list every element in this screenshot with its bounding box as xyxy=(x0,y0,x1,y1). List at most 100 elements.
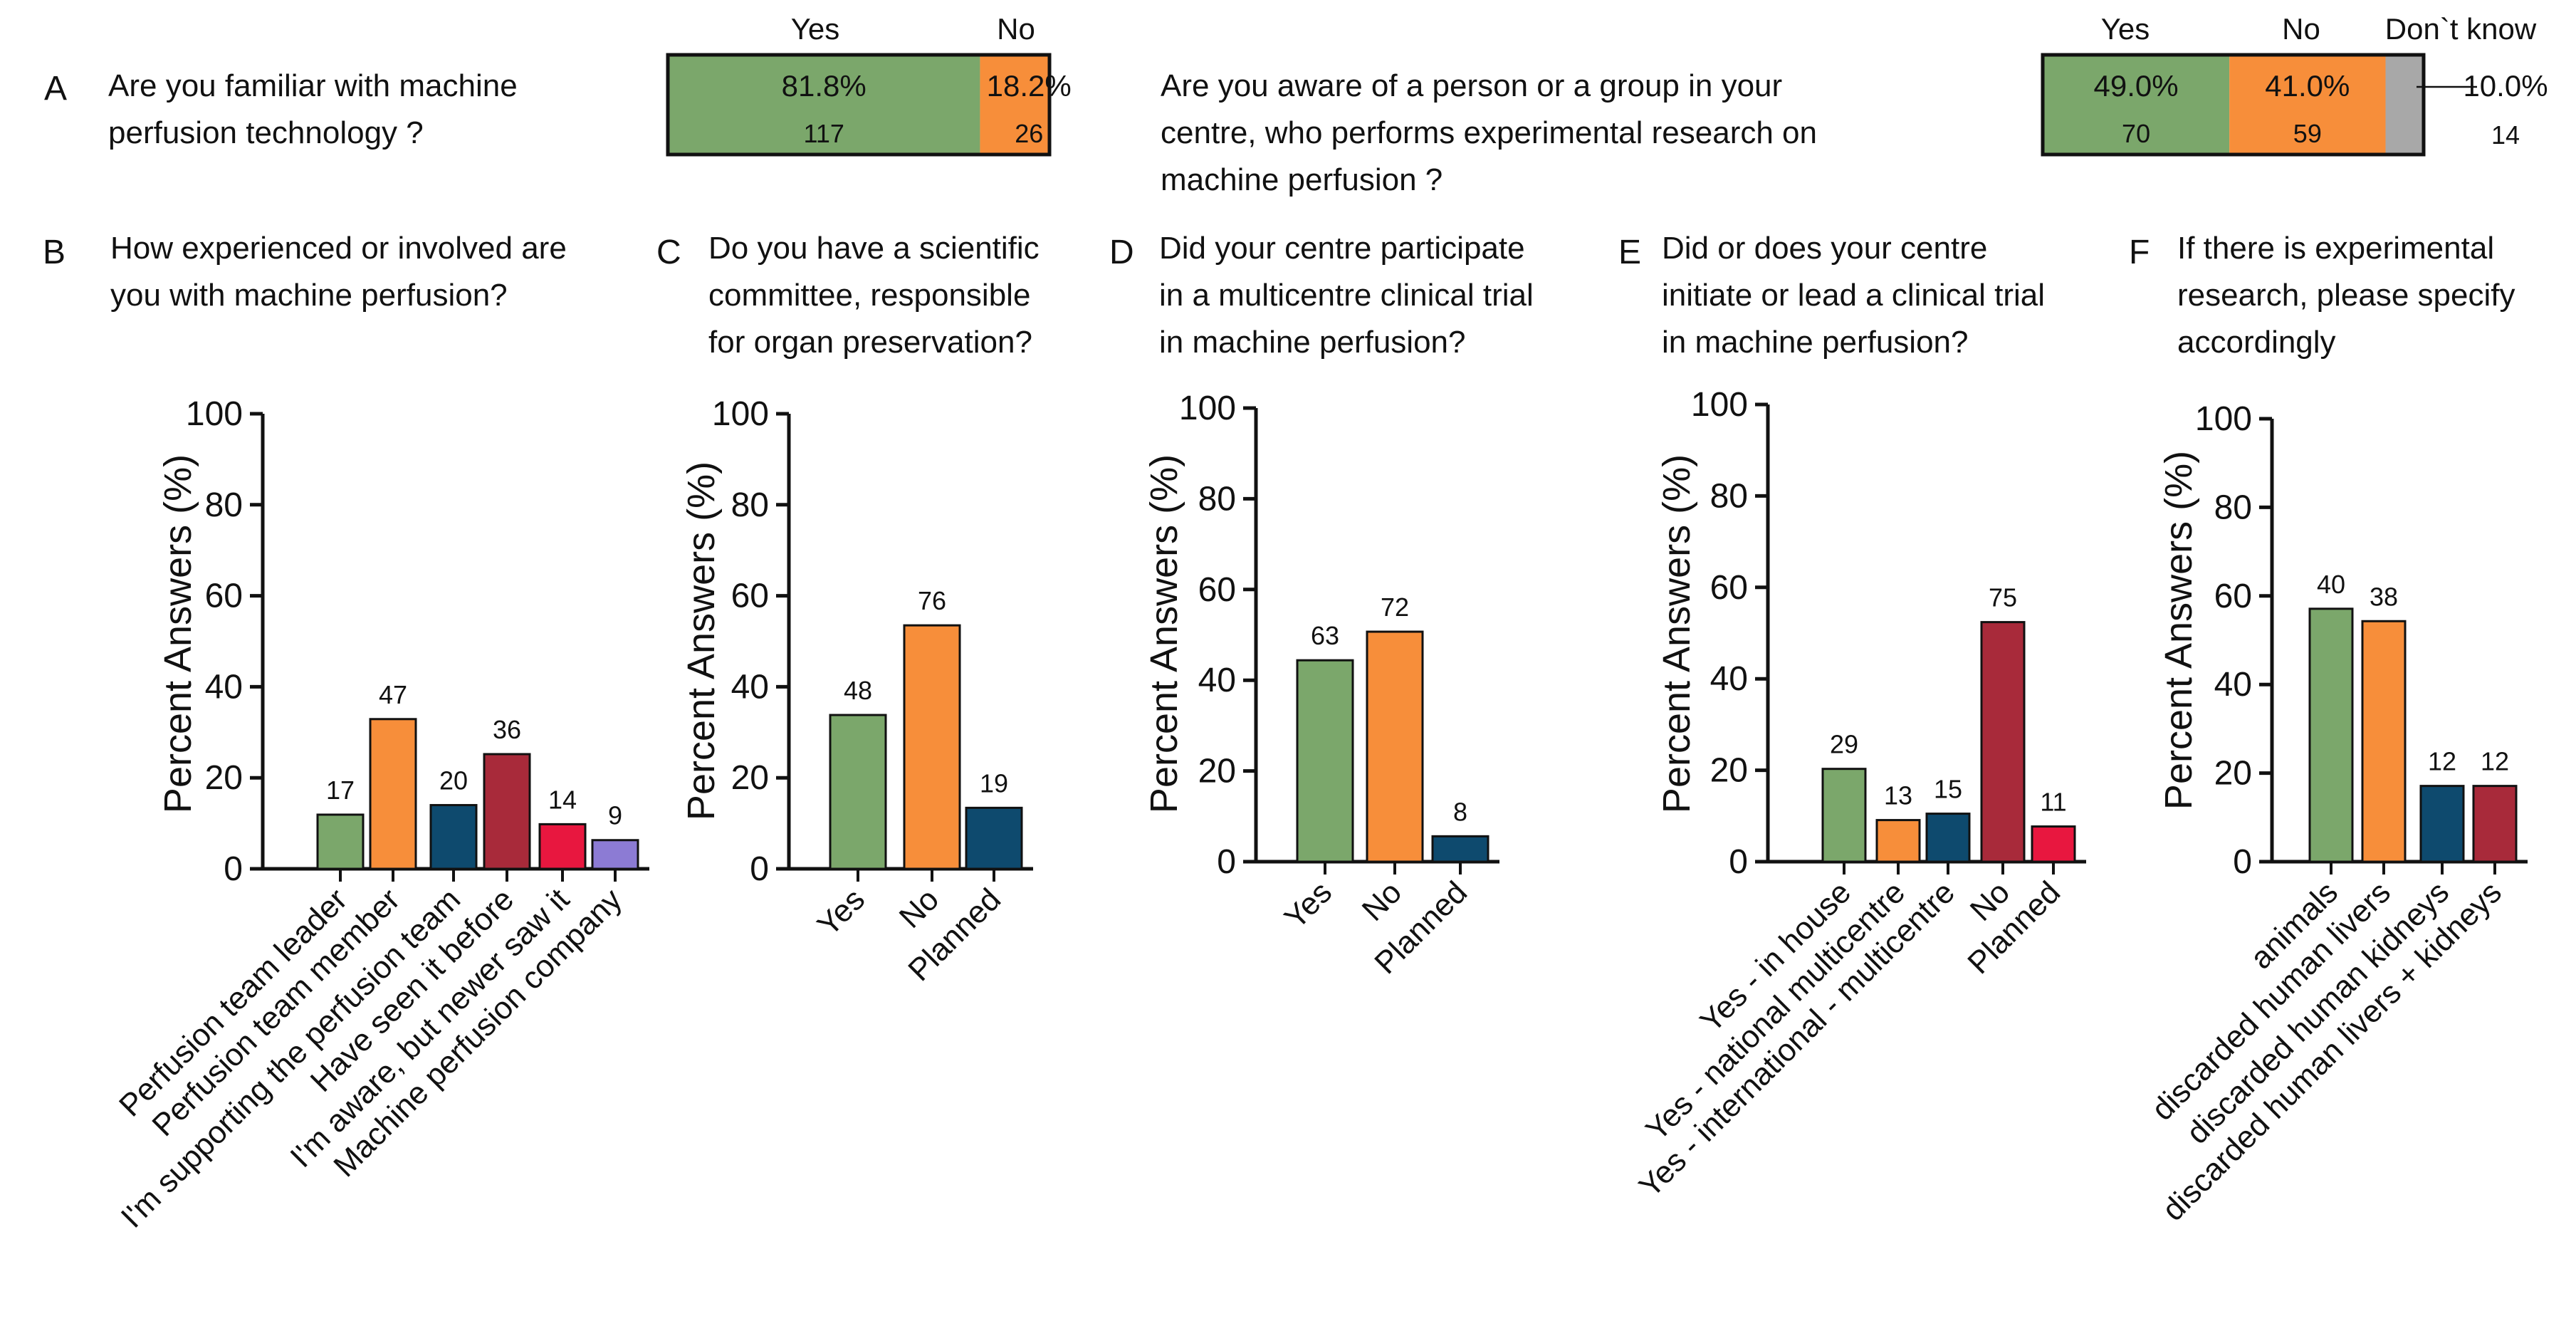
y-axis-title-b: Percent Answers (%) xyxy=(157,454,199,813)
y-tick-label-b: 20 xyxy=(205,759,243,797)
count-label-f: 12 xyxy=(2428,747,2456,776)
panel-letter-f: F xyxy=(2129,234,2150,271)
a2-header: Don`t know xyxy=(2385,12,2537,46)
panel-letter-a: A xyxy=(44,70,67,108)
a2-count-label: 70 xyxy=(2122,119,2150,148)
a1-percent-label: 81.8% xyxy=(782,69,866,103)
count-label-d: 63 xyxy=(1311,621,1339,650)
chart-title-line-b: How experienced or involved are xyxy=(110,231,567,266)
a2-percent-label: 49.0% xyxy=(2094,69,2179,103)
chart-title-line-e: Did or does your centre xyxy=(1662,231,1987,266)
bar-c-3 xyxy=(965,806,1023,870)
bar-d-3 xyxy=(1431,835,1489,863)
bar-e-3 xyxy=(1925,813,1971,863)
y-tick-label-b: 0 xyxy=(224,850,243,888)
y-tick-label-c: 100 xyxy=(712,395,769,433)
bar-b-1 xyxy=(316,813,365,870)
a1-bar-frame xyxy=(666,53,1052,157)
y-tick-label-e: 60 xyxy=(1710,569,1748,607)
chart-title-line-d: in a multicentre clinical trial xyxy=(1159,278,1534,313)
bar-b-4 xyxy=(483,753,531,870)
a2-segment-don-t-know xyxy=(2385,55,2424,155)
y-tick-label-e: 0 xyxy=(1729,843,1748,881)
y-tick-label-c: 40 xyxy=(731,668,769,706)
bar-e-2 xyxy=(1875,819,1921,863)
a1-percent-label: 18.2% xyxy=(987,69,1072,103)
a1-segment-yes xyxy=(668,55,980,155)
y-tick-label-b: 60 xyxy=(205,578,243,615)
count-label-c: 48 xyxy=(844,676,872,705)
count-label-e: 75 xyxy=(1989,583,2017,612)
y-tick-label-d: 20 xyxy=(1198,753,1236,790)
bar-e-5 xyxy=(2031,825,2076,863)
chart-title-line-b: you with machine perfusion? xyxy=(110,278,508,313)
y-tick-label-f: 80 xyxy=(2214,489,2252,526)
chart-title-line-c: Do you have a scientific xyxy=(708,231,1040,266)
a2-bar-frame xyxy=(2041,53,2426,157)
count-label-c: 19 xyxy=(980,768,1008,798)
count-label-b: 20 xyxy=(439,766,468,795)
y-tick-label-f: 0 xyxy=(2233,843,2252,881)
y-tick-label-c: 20 xyxy=(731,759,769,797)
panel-letter-c: C xyxy=(656,234,681,271)
y-tick-label-f: 100 xyxy=(2195,400,2252,438)
bar-b-2 xyxy=(369,718,417,870)
chart-title-line-f: research, please specify xyxy=(2177,278,2515,313)
count-label-d: 72 xyxy=(1381,592,1409,622)
y-tick-label-b: 80 xyxy=(205,486,243,524)
y-tick-label-c: 80 xyxy=(731,486,769,524)
a2-percent-label: 10.0% xyxy=(2463,69,2548,103)
count-label-e: 15 xyxy=(1934,775,1962,804)
count-label-f: 12 xyxy=(2481,747,2509,776)
a1-count-label: 117 xyxy=(804,119,844,148)
a2-percent-label: 41.0% xyxy=(2265,69,2350,103)
chart-title-line-c: committee, responsible xyxy=(708,278,1030,313)
chart-title-line-f: accordingly xyxy=(2177,325,2336,360)
bar-f-3 xyxy=(2419,785,2465,863)
panel-letter-e: E xyxy=(1618,234,1641,271)
y-tick-label-d: 40 xyxy=(1198,662,1236,699)
y-tick-label-e: 80 xyxy=(1710,477,1748,515)
a2-question-line: machine perfusion ? xyxy=(1161,162,1443,197)
x-tick-label-d: No xyxy=(1356,875,1408,927)
y-axis-title-c: Percent Answers (%) xyxy=(680,461,723,820)
count-label-e: 13 xyxy=(1884,781,1912,810)
bar-e-1 xyxy=(1821,768,1867,863)
count-label-b: 47 xyxy=(379,680,407,709)
count-label-e: 29 xyxy=(1830,730,1858,759)
bar-f-1 xyxy=(2308,607,2354,863)
y-tick-label-f: 40 xyxy=(2214,666,2252,704)
chart-title-line-d: in machine perfusion? xyxy=(1159,325,1465,360)
a2-header: No xyxy=(2282,12,2320,46)
y-axis-title-f: Percent Answers (%) xyxy=(2157,451,2200,810)
y-tick-label-f: 20 xyxy=(2214,755,2252,793)
count-label-b: 17 xyxy=(326,776,355,805)
y-tick-label-e: 40 xyxy=(1710,660,1748,698)
panel-letter-b: B xyxy=(43,234,66,271)
chart-title-line-e: initiate or lead a clinical trial xyxy=(1662,278,2045,313)
y-tick-label-d: 80 xyxy=(1198,480,1236,518)
a2-header: Yes xyxy=(2101,12,2150,46)
bar-d-1 xyxy=(1296,659,1354,863)
a2-question-line: centre, who performs experimental resear… xyxy=(1161,115,1817,150)
y-tick-label-d: 100 xyxy=(1179,390,1236,427)
a1-header: No xyxy=(997,12,1035,46)
count-label-d: 8 xyxy=(1453,797,1467,826)
count-label-f: 40 xyxy=(2317,570,2345,599)
y-axis-title-e: Percent Answers (%) xyxy=(1655,454,1698,813)
a1-segment-no xyxy=(980,55,1049,155)
x-tick-label-e: Yes - national multicentre xyxy=(1639,875,1912,1147)
x-tick-label-c: Yes xyxy=(811,882,871,942)
a1-question-line: perfusion technology ? xyxy=(108,115,424,150)
x-tick-label-d: Yes xyxy=(1278,875,1339,935)
chart-title-line-f: If there is experimental xyxy=(2177,231,2494,266)
bar-b-6 xyxy=(591,839,639,870)
chart-title-line-e: in machine perfusion? xyxy=(1662,325,1968,360)
y-tick-label-b: 100 xyxy=(186,395,243,433)
a1-count-label: 26 xyxy=(1015,119,1043,148)
a2-segment-no xyxy=(2229,55,2386,155)
bar-c-1 xyxy=(829,714,887,870)
y-tick-label-b: 40 xyxy=(205,668,243,706)
y-tick-label-c: 60 xyxy=(731,578,769,615)
